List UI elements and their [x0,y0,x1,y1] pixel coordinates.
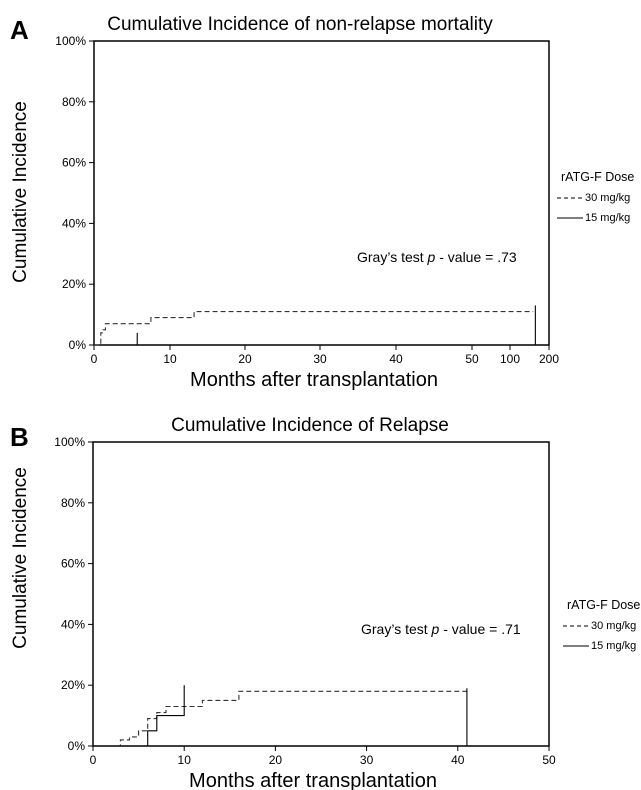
y-tick-label: 80% [61,496,85,510]
x-tick-label: 0 [90,753,97,767]
x-tick-label: 50 [465,352,479,366]
panel-b-x-axis-label: Months after transplantation [189,770,437,790]
panel-a-title: Cumulative Incidence of non-relapse mort… [107,14,493,35]
panel-a-y-axis-label: Cumulative Incidence [10,101,31,283]
x-tick-label: 30 [313,352,327,366]
x-tick-label: 200 [539,352,559,366]
x-tick-label: 50 [542,753,556,767]
x-tick-label: 10 [178,753,192,767]
x-tick-label: 0 [91,352,98,366]
panel-a-plot-frame [93,40,550,346]
panel-a-x-ticks: 0 10 20 30 40 50 100 200 [91,345,559,366]
y-tick-label: 40% [62,216,86,230]
x-tick-label: 20 [238,352,252,366]
x-tick-label: 30 [360,753,374,767]
panel-b-plot-frame [92,441,550,747]
panel-b: B Cumulative Incidence of Relapse Cumula… [10,415,640,790]
y-tick-label: 100% [54,435,85,449]
series-line-15-mg-kg [93,685,185,747]
panel-b-x-ticks: 0 10 20 30 40 50 [90,746,556,767]
panel-b-legend-label-30: 30 mg/kg [591,620,636,632]
panel-a-grays-test-annotation: Gray’s test p - value = .73 [357,249,517,265]
y-tick-label: 40% [61,617,85,631]
panel-a-legend-label-30: 30 mg/kg [585,192,630,204]
y-tick-label: 0% [69,338,87,352]
x-tick-label: 10 [163,352,177,366]
y-tick-label: 0% [68,739,86,753]
panel-a: A Cumulative Incidence of non-relapse mo… [10,14,634,391]
panel-a-x-axis-label: Months after transplantation [190,369,438,391]
x-tick-label: 100 [500,352,520,366]
y-tick-label: 60% [61,557,85,571]
panel-a-legend: rATG-F Dose 30 mg/kg 15 mg/kg [557,170,634,224]
panel-a-legend-label-15: 15 mg/kg [585,212,630,224]
series-line-30-mg-kg [93,690,467,747]
panel-b-letter: B [10,422,29,452]
series-line-30-mg-kg [94,311,534,346]
panel-b-legend-title: rATG-F Dose [567,598,640,612]
y-tick-label: 100% [55,34,86,48]
y-tick-label: 20% [62,277,86,291]
panel-b-y-axis-label: Cumulative Incidence [10,467,31,649]
panel-a-series [94,305,536,346]
panel-b-legend-label-15: 15 mg/kg [591,640,636,652]
y-tick-label: 60% [62,156,86,170]
panel-b-legend: rATG-F Dose 30 mg/kg 15 mg/kg [563,598,640,652]
y-tick-label: 20% [61,678,85,692]
panel-b-series [93,685,468,747]
x-tick-label: 40 [451,753,465,767]
panel-a-letter: A [10,15,29,45]
x-tick-label: 40 [389,352,403,366]
x-tick-label: 20 [269,753,283,767]
panel-b-y-ticks: 0% 20% 40% 60% 80% 100% [54,435,93,753]
panel-a-legend-title: rATG-F Dose [561,170,634,184]
panel-b-title: Cumulative Incidence of Relapse [171,415,449,436]
y-tick-label: 80% [62,95,86,109]
panel-a-y-ticks: 0% 20% 40% 60% 80% 100% [55,34,94,352]
panel-b-grays-test-annotation: Gray’s test p - value = .71 [361,621,521,637]
